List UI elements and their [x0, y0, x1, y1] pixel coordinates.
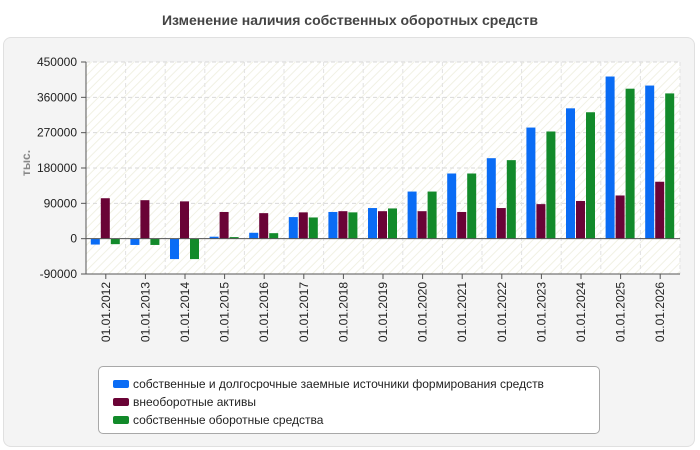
x-tick-label: 01.01.2022 — [495, 282, 509, 342]
bar — [496, 208, 506, 239]
legend-label: внеоборотные активы — [133, 395, 256, 409]
bar — [407, 191, 417, 239]
bar — [615, 195, 625, 239]
bar — [229, 237, 239, 239]
y-tick-label: -90000 — [40, 267, 78, 281]
bar — [625, 88, 635, 239]
bar — [269, 233, 279, 239]
x-tick-label: 01.01.2016 — [257, 282, 271, 342]
y-tick-label: 0 — [70, 232, 77, 246]
y-tick-label: 180000 — [37, 161, 77, 175]
bar — [457, 211, 467, 239]
y-tick-label: 270000 — [37, 126, 77, 140]
chart-legend: собственные и долгосрочные заемные источ… — [98, 366, 600, 434]
legend-item: собственные оборотные средства — [113, 411, 599, 429]
bar — [130, 238, 140, 245]
y-tick-label: 90000 — [44, 196, 78, 210]
bar — [378, 211, 387, 239]
bar — [348, 212, 358, 239]
bar — [546, 131, 556, 239]
x-tick-label: 01.01.2017 — [297, 282, 311, 342]
y-tick-label: 450000 — [37, 55, 77, 69]
x-tick-label: 01.01.2013 — [138, 282, 152, 342]
bar — [576, 200, 585, 239]
legend-item: внеоборотные активы — [113, 393, 599, 411]
legend-swatch — [113, 380, 129, 388]
bar — [298, 212, 308, 239]
legend-label: собственные и долгосрочные заемные источ… — [133, 377, 544, 391]
bar — [259, 213, 269, 239]
bar — [100, 198, 110, 239]
x-tick-label: 01.01.2021 — [455, 282, 469, 342]
bar — [645, 85, 655, 239]
bar — [506, 160, 516, 239]
bar — [427, 191, 437, 239]
bar — [665, 93, 675, 239]
bar — [536, 204, 546, 239]
x-tick-label: 01.01.2023 — [534, 282, 548, 342]
legend-swatch — [113, 416, 129, 424]
bar — [586, 112, 595, 239]
y-tick-label: 360000 — [37, 90, 77, 104]
bar — [417, 211, 427, 239]
bar — [368, 208, 377, 239]
bar — [388, 208, 397, 239]
x-tick-label: 01.01.2026 — [653, 282, 667, 342]
bar — [655, 181, 665, 239]
x-tick-label: 01.01.2014 — [178, 282, 192, 342]
x-tick-label: 01.01.2015 — [218, 282, 232, 342]
bar — [219, 211, 229, 239]
bar — [110, 238, 120, 245]
x-tick-label: 01.01.2019 — [376, 282, 390, 342]
legend-swatch — [113, 398, 129, 406]
bar — [308, 217, 318, 239]
axes — [85, 62, 680, 279]
bar — [526, 127, 536, 239]
bar — [170, 238, 179, 260]
x-tick-label: 01.01.2018 — [336, 282, 350, 342]
bar — [486, 158, 496, 239]
y-tick-labels: 450000 360000 270000 180000 90000 0 -90000 — [37, 55, 77, 281]
bar — [180, 201, 189, 239]
bar — [605, 76, 615, 239]
bar — [328, 211, 338, 239]
x-tick-label: 01.01.2020 — [416, 282, 430, 342]
x-tick-label: 01.01.2012 — [99, 282, 113, 342]
chart-title: Изменение наличия собственных оборотных … — [161, 12, 539, 28]
bar — [249, 232, 259, 239]
legend-label: собственные оборотные средства — [133, 413, 324, 427]
bar — [140, 200, 150, 239]
bar — [90, 238, 100, 245]
bar — [338, 211, 348, 239]
bars — [90, 76, 675, 260]
x-tick-label: 01.01.2024 — [574, 282, 588, 342]
y-axis-label: тыс. — [19, 150, 33, 176]
x-tick-labels: 01.01.2012 01.01.2013 01.01.2014 01.01.2015… — [99, 282, 667, 342]
bar — [467, 173, 477, 239]
bar — [150, 238, 160, 245]
bar — [566, 108, 575, 239]
bar — [288, 217, 298, 239]
bar — [190, 238, 199, 260]
bar — [209, 236, 219, 239]
bar — [447, 173, 457, 239]
x-tick-label: 01.01.2025 — [614, 282, 628, 342]
legend-item: собственные и долгосрочные заемные источ… — [113, 375, 599, 393]
